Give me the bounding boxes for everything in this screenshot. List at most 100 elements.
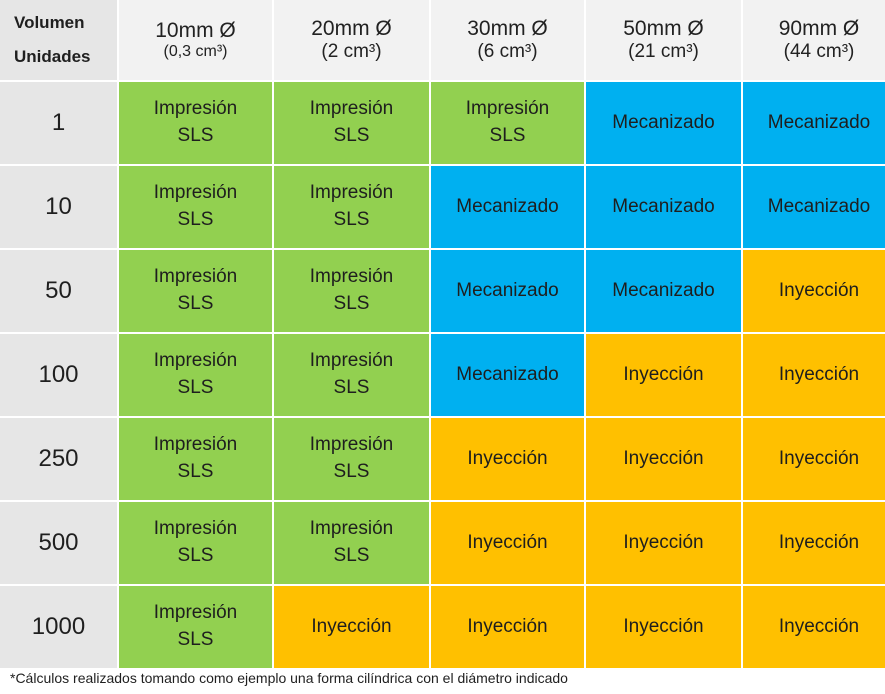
method-label-line2: SLS [333,461,370,482]
method-label-line1: Impresión [153,434,238,456]
method-label-line1: Inyección [778,531,860,553]
method-label-line1: Inyección [623,615,704,637]
method-label-line1: Mecanizado [612,195,715,217]
row-header-units: 250 [0,418,117,500]
method-label-line1: Inyección [623,531,704,553]
method-cell-mec: Mecanizado [743,166,885,248]
column-header: 10mm Ø (0,3 cm³) [119,0,272,80]
method-label-line2: SLS [177,293,214,314]
method-label-line1: Impresión [153,182,238,204]
method-cell-iny: Inyección [743,586,885,668]
method-cell-sls: Impresión SLS [274,250,429,332]
method-cell-iny: Inyección [586,502,741,584]
units-axis-label: Unidades [14,47,91,66]
method-cell-sls: Impresión SLS [119,166,272,248]
method-label-line2: SLS [177,461,214,482]
method-cell-sls: Impresión SLS [431,82,584,164]
method-cell-mec: Mecanizado [586,250,741,332]
method-cell-iny: Inyección [743,334,885,416]
method-label-line1: Inyección [778,615,860,637]
method-cell-sls: Impresión SLS [119,82,272,164]
method-label-line2: SLS [333,293,370,314]
method-label-line1: Impresión [153,266,238,288]
method-cell-sls: Impresión SLS [119,502,272,584]
method-label-line1: Inyección [623,447,704,469]
column-header: 90mm Ø (44 cm³) [743,0,885,80]
method-label-line1: Impresión [309,266,394,288]
column-header: 30mm Ø (6 cm³) [431,0,584,80]
method-cell-sls: Impresión SLS [274,334,429,416]
method-cell-iny: Inyección [586,334,741,416]
row-header-units: 1000 [0,586,117,668]
table-corner-header: Volumen Unidades [0,0,117,80]
method-cell-sls: Impresión SLS [119,418,272,500]
column-header: 50mm Ø (21 cm³) [586,0,741,80]
method-label-line1: Impresión [309,434,394,456]
method-label-line1: Inyección [467,531,548,553]
method-label-line1: Mecanizado [612,279,715,301]
method-cell-sls: Impresión SLS [274,166,429,248]
row-header-units: 10 [0,166,117,248]
method-label-line2: SLS [489,125,526,146]
column-header-size: 20mm Ø [311,17,392,40]
method-cell-mec: Mecanizado [431,166,584,248]
method-label-line1: Impresión [465,98,550,120]
method-label-line1: Mecanizado [767,195,871,217]
method-cell-iny: Inyección [274,586,429,668]
volume-axis-label: Volumen [14,13,85,32]
method-label-line1: Inyección [778,447,860,469]
method-cell-iny: Inyección [743,502,885,584]
method-cell-sls: Impresión SLS [119,586,272,668]
method-cell-iny: Inyección [586,586,741,668]
method-label-line1: Impresión [309,98,394,120]
method-label-line2: SLS [333,125,370,146]
method-cell-mec: Mecanizado [586,166,741,248]
column-header-size: 90mm Ø [778,17,860,40]
column-header-volume: (6 cm³) [477,41,538,63]
method-label-line1: Inyección [623,363,704,385]
column-header-size: 30mm Ø [467,17,548,40]
method-label-line1: Impresión [309,518,394,540]
method-label-line1: Mecanizado [767,111,871,133]
method-label-line1: Mecanizado [456,195,559,217]
footnote: *Cálculos realizados tomando como ejempl… [10,670,568,686]
method-label-line1: Mecanizado [456,363,559,385]
process-comparison-table: Volumen Unidades 10mm Ø (0,3 cm³) 20mm Ø (2… [0,0,885,668]
method-label-line1: Impresión [309,350,394,372]
row-header-units: 500 [0,502,117,584]
method-cell-mec: Mecanizado [743,82,885,164]
method-cell-mec: Mecanizado [431,250,584,332]
method-cell-iny: Inyección [431,502,584,584]
method-label-line1: Inyección [778,363,860,385]
method-label-line1: Impresión [153,350,238,372]
method-cell-sls: Impresión SLS [274,502,429,584]
method-label-line2: SLS [333,377,370,398]
row-header-units: 50 [0,250,117,332]
method-label-line1: Impresión [153,98,238,120]
column-header-volume: (0,3 cm³) [163,42,228,60]
column-header-volume: (2 cm³) [321,41,382,63]
method-label-line1: Impresión [309,182,394,204]
method-cell-sls: Impresión SLS [274,418,429,500]
method-cell-sls: Impresión SLS [274,82,429,164]
method-label-line1: Mecanizado [612,111,715,133]
method-label-line2: SLS [177,545,214,566]
column-header-volume: (21 cm³) [628,41,699,63]
method-cell-iny: Inyección [431,418,584,500]
method-cell-iny: Inyección [431,586,584,668]
method-label-line2: SLS [177,125,214,146]
method-cell-iny: Inyección [743,418,885,500]
method-label-line1: Impresión [153,602,238,624]
method-cell-iny: Inyección [743,250,885,332]
method-cell-sls: Impresión SLS [119,250,272,332]
row-header-units: 1 [0,82,117,164]
method-label-line1: Impresión [153,518,238,540]
method-label-line1: Inyección [311,615,392,637]
method-label-line1: Inyección [467,615,548,637]
method-cell-mec: Mecanizado [431,334,584,416]
column-header-size: 50mm Ø [623,17,704,40]
method-cell-mec: Mecanizado [586,82,741,164]
method-label-line2: SLS [333,545,370,566]
method-cell-sls: Impresión SLS [119,334,272,416]
method-label-line2: SLS [333,209,370,230]
